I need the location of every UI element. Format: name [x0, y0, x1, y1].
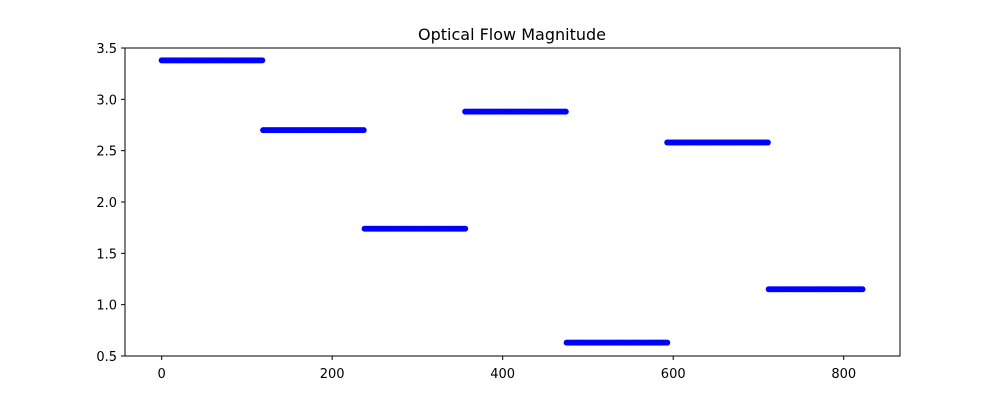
- data-point: [859, 286, 866, 293]
- x-tick-label: 0: [158, 367, 166, 382]
- segment-2: [361, 225, 469, 232]
- x-tick-label: 200: [320, 367, 345, 382]
- x-tick-label: 600: [661, 367, 686, 382]
- segment-0: [158, 57, 266, 64]
- x-tick-label: 400: [490, 367, 515, 382]
- data-point: [562, 108, 569, 115]
- x-tick-label: 800: [831, 367, 856, 382]
- segment-3: [462, 108, 569, 115]
- data-point: [664, 339, 671, 346]
- segment-6: [765, 286, 866, 293]
- data-points: [158, 57, 866, 346]
- segment-5: [664, 139, 771, 146]
- y-tick-label: 1.0: [96, 299, 117, 314]
- y-tick-label: 2.5: [96, 145, 117, 160]
- y-tick-label: 0.5: [96, 350, 117, 365]
- y-tick-label: 1.5: [96, 247, 117, 262]
- data-point: [259, 57, 266, 64]
- y-tick-label: 2.0: [96, 196, 117, 211]
- data-point: [360, 127, 367, 134]
- axes: 0.5 1.0 1.5 2.0 2.5 3.0 3.5 0 200 400 600 800: [96, 42, 901, 382]
- chart-title: Optical Flow Magnitude: [418, 25, 606, 44]
- y-tick-label: 3.0: [96, 93, 117, 108]
- data-point: [462, 225, 469, 232]
- data-point: [764, 139, 771, 146]
- y-tick-label: 3.5: [96, 42, 117, 57]
- segment-4: [563, 339, 671, 346]
- segment-1: [260, 127, 367, 134]
